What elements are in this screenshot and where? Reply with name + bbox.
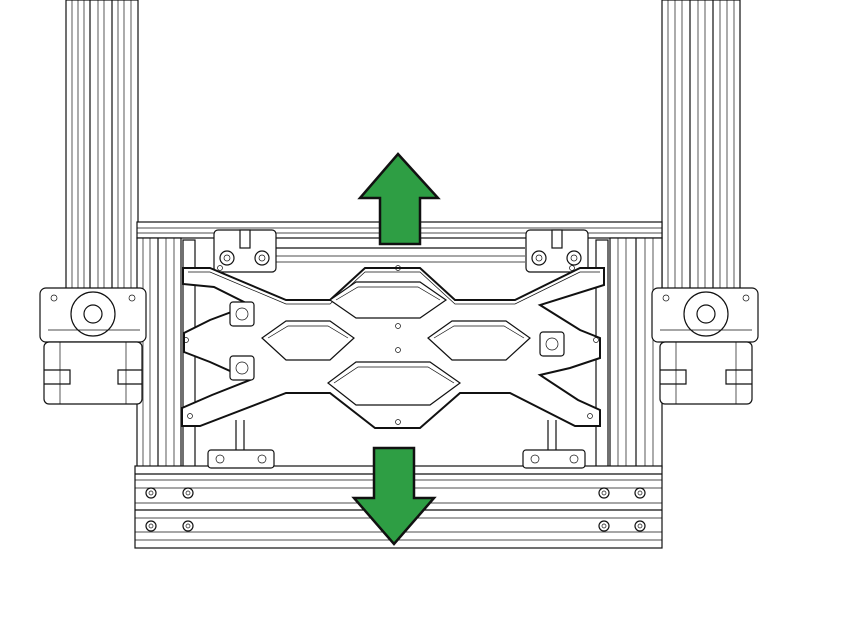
arrow-up-icon [357,152,441,246]
arrow-down-icon [351,446,437,546]
left-motor [39,287,147,405]
right-motor [651,287,759,405]
right-vertical-extrusion [661,0,741,301]
y-carriage-plate [181,265,605,429]
rod-brackets [207,229,589,469]
left-vertical-extrusion [65,0,139,301]
